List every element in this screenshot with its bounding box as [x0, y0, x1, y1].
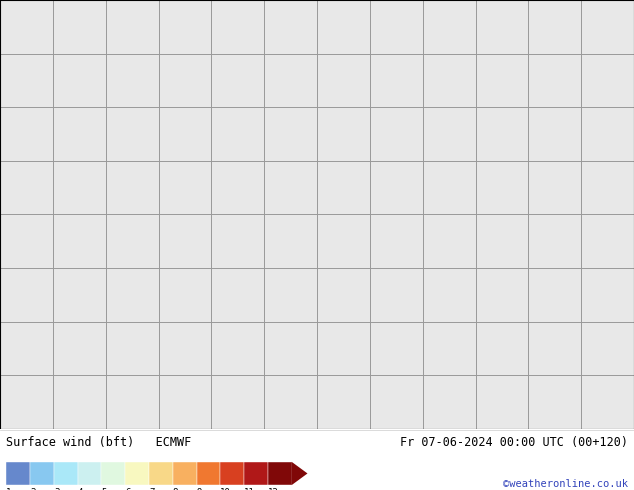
Polygon shape — [292, 462, 307, 485]
Text: 11: 11 — [244, 488, 255, 490]
Text: 6: 6 — [126, 488, 131, 490]
Bar — [101, 462, 126, 485]
Text: 10: 10 — [221, 488, 231, 490]
Bar — [6, 462, 30, 485]
Bar — [30, 462, 54, 485]
Bar — [244, 462, 268, 485]
Text: Surface wind (bft)   ECMWF: Surface wind (bft) ECMWF — [6, 436, 191, 449]
Text: 3: 3 — [54, 488, 59, 490]
Bar — [197, 462, 220, 485]
Text: 7: 7 — [149, 488, 154, 490]
Text: 5: 5 — [101, 488, 107, 490]
Bar — [126, 462, 149, 485]
Bar — [172, 462, 197, 485]
Bar — [54, 462, 77, 485]
Bar — [221, 462, 244, 485]
Text: 8: 8 — [172, 488, 178, 490]
Text: ©weatheronline.co.uk: ©weatheronline.co.uk — [503, 479, 628, 489]
Bar — [268, 462, 292, 485]
Text: 1: 1 — [6, 488, 11, 490]
Bar — [149, 462, 172, 485]
Text: 2: 2 — [30, 488, 36, 490]
Text: 9: 9 — [197, 488, 202, 490]
Text: 12: 12 — [268, 488, 278, 490]
Text: 4: 4 — [77, 488, 83, 490]
Text: Fr 07-06-2024 00:00 UTC (00+120): Fr 07-06-2024 00:00 UTC (00+120) — [399, 436, 628, 449]
Bar — [77, 462, 101, 485]
